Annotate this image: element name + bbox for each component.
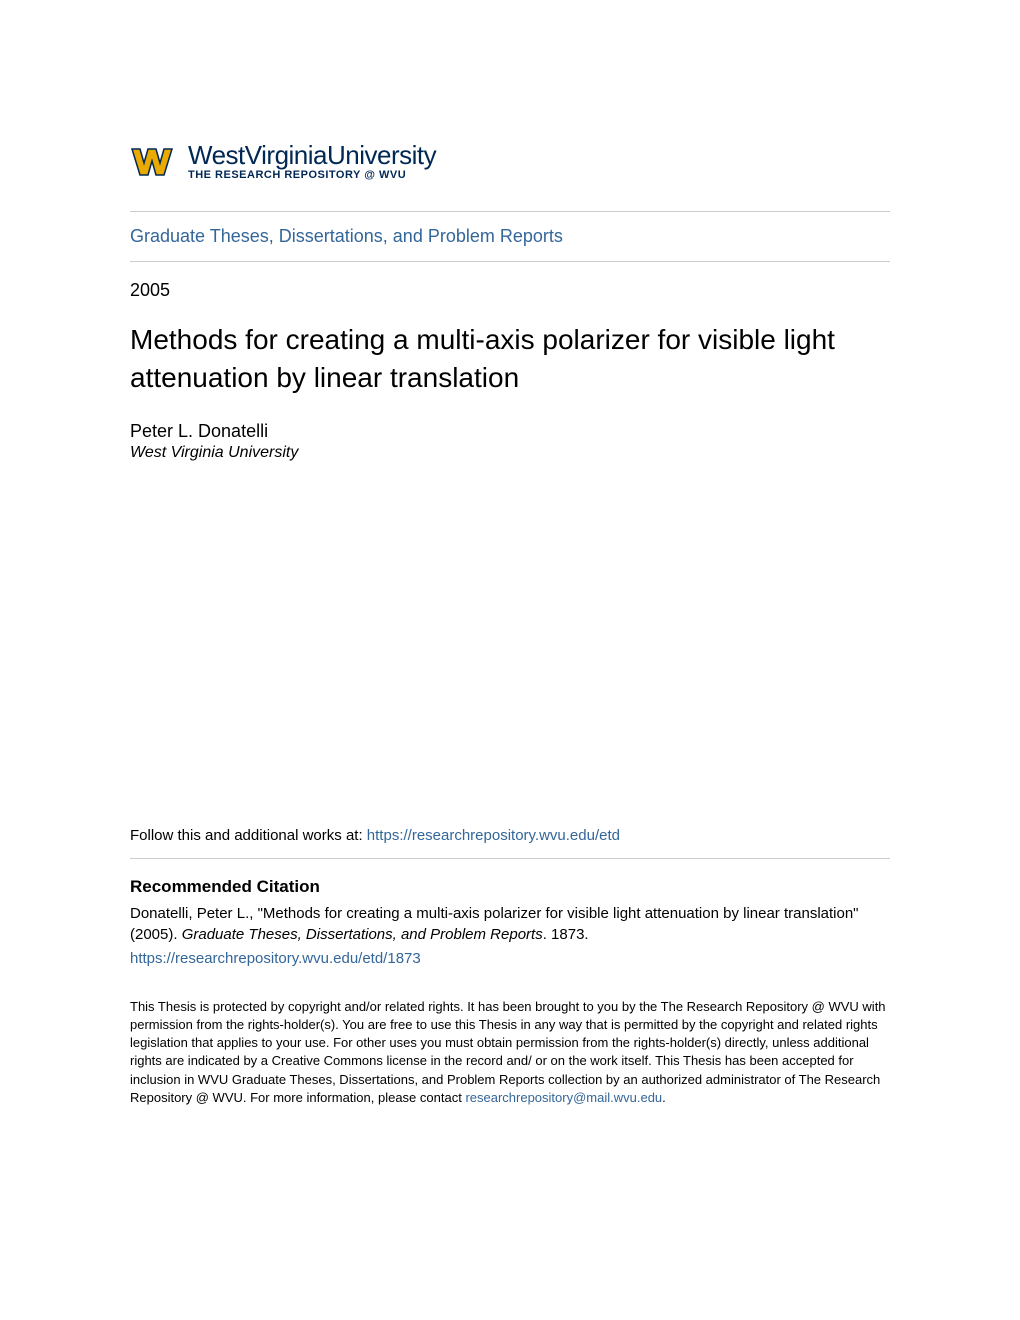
document-title: Methods for creating a multi-axis polari… — [130, 321, 890, 397]
flying-wv-icon — [130, 141, 180, 181]
author-affiliation: West Virginia University — [130, 444, 890, 462]
logo-west: West — [188, 140, 245, 170]
rights-statement: This Thesis is protected by copyright an… — [130, 998, 890, 1107]
citation-heading: Recommended Citation — [130, 877, 890, 897]
follow-url-link[interactable]: https://researchrepository.wvu.edu/etd — [367, 827, 620, 844]
university-name: WestVirginiaUniversity — [188, 140, 436, 171]
follow-prefix: Follow this and additional works at: — [130, 827, 367, 844]
logo-tagline: THE RESEARCH REPOSITORY @ WVU — [188, 169, 436, 181]
citation-series-title: Graduate Theses, Dissertations, and Prob… — [182, 926, 543, 943]
citation-text: Donatelli, Peter L., "Methods for creati… — [130, 903, 890, 970]
logo-university-word: University — [327, 140, 436, 170]
divider-above-citation — [130, 858, 890, 859]
author-name: Peter L. Donatelli — [130, 421, 890, 442]
contact-email-link[interactable]: researchrepository@mail.wvu.edu — [465, 1090, 662, 1105]
divider-below-collection — [130, 261, 890, 262]
citation-url-link[interactable]: https://researchrepository.wvu.edu/etd/1… — [130, 948, 890, 970]
follow-section: Follow this and additional works at: htt… — [130, 827, 890, 858]
repository-logo: WestVirginiaUniversity THE RESEARCH REPO… — [130, 140, 890, 181]
logo-virginia: Virginia — [245, 140, 327, 170]
publication-year: 2005 — [130, 280, 890, 301]
rights-suffix: . — [662, 1090, 666, 1105]
citation-part2: . 1873. — [543, 926, 589, 943]
logo-text: WestVirginiaUniversity THE RESEARCH REPO… — [188, 140, 436, 181]
collection-link[interactable]: Graduate Theses, Dissertations, and Prob… — [130, 212, 890, 261]
